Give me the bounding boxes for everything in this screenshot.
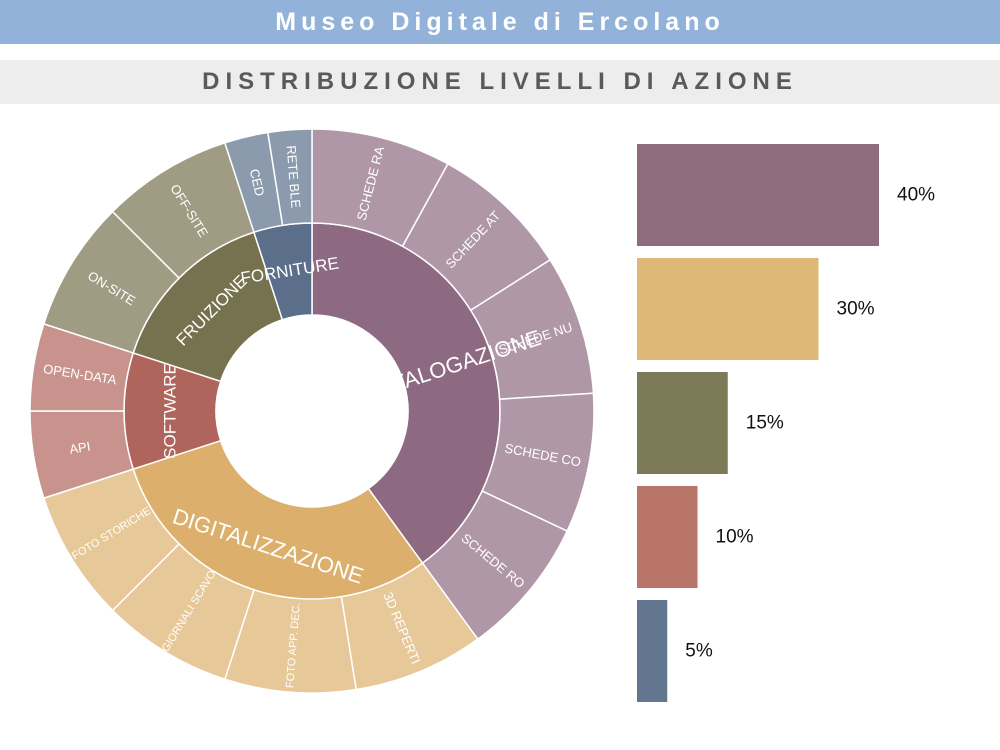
percent-bar-15 (637, 372, 728, 474)
percent-bar-label-5: 5% (685, 641, 713, 662)
sunburst-label-software: SOFTWARE (161, 363, 180, 459)
percent-bar-label-30: 30% (837, 299, 875, 320)
percent-bar-label-15: 15% (746, 413, 784, 434)
chart-title: DISTRIBUZIONE LIVELLI DI AZIONE (202, 68, 798, 95)
sunburst-subsegment-rete-ble (267, 128, 313, 227)
percent-bar-10 (637, 486, 698, 588)
percent-bar-5 (637, 600, 668, 702)
sunburst-label-rete-ble: RETE BLE (284, 145, 304, 209)
percent-bar-40 (637, 144, 879, 246)
percent-bar-label-10: 10% (716, 527, 754, 548)
percent-bar-label-40: 40% (897, 185, 935, 206)
sunburst-label-ced: CED (247, 167, 268, 197)
header-bar: Museo Digitale di Ercolano (0, 0, 1000, 44)
page-title: Museo Digitale di Ercolano (275, 7, 725, 36)
sunburst-label-api: API (68, 439, 91, 457)
percent-bar-chart: 40% 30% 15% 10% 5% (637, 144, 935, 702)
subheader-bar: DISTRIBUZIONE LIVELLI DI AZIONE (0, 60, 1000, 104)
percent-bar-30 (637, 258, 819, 360)
